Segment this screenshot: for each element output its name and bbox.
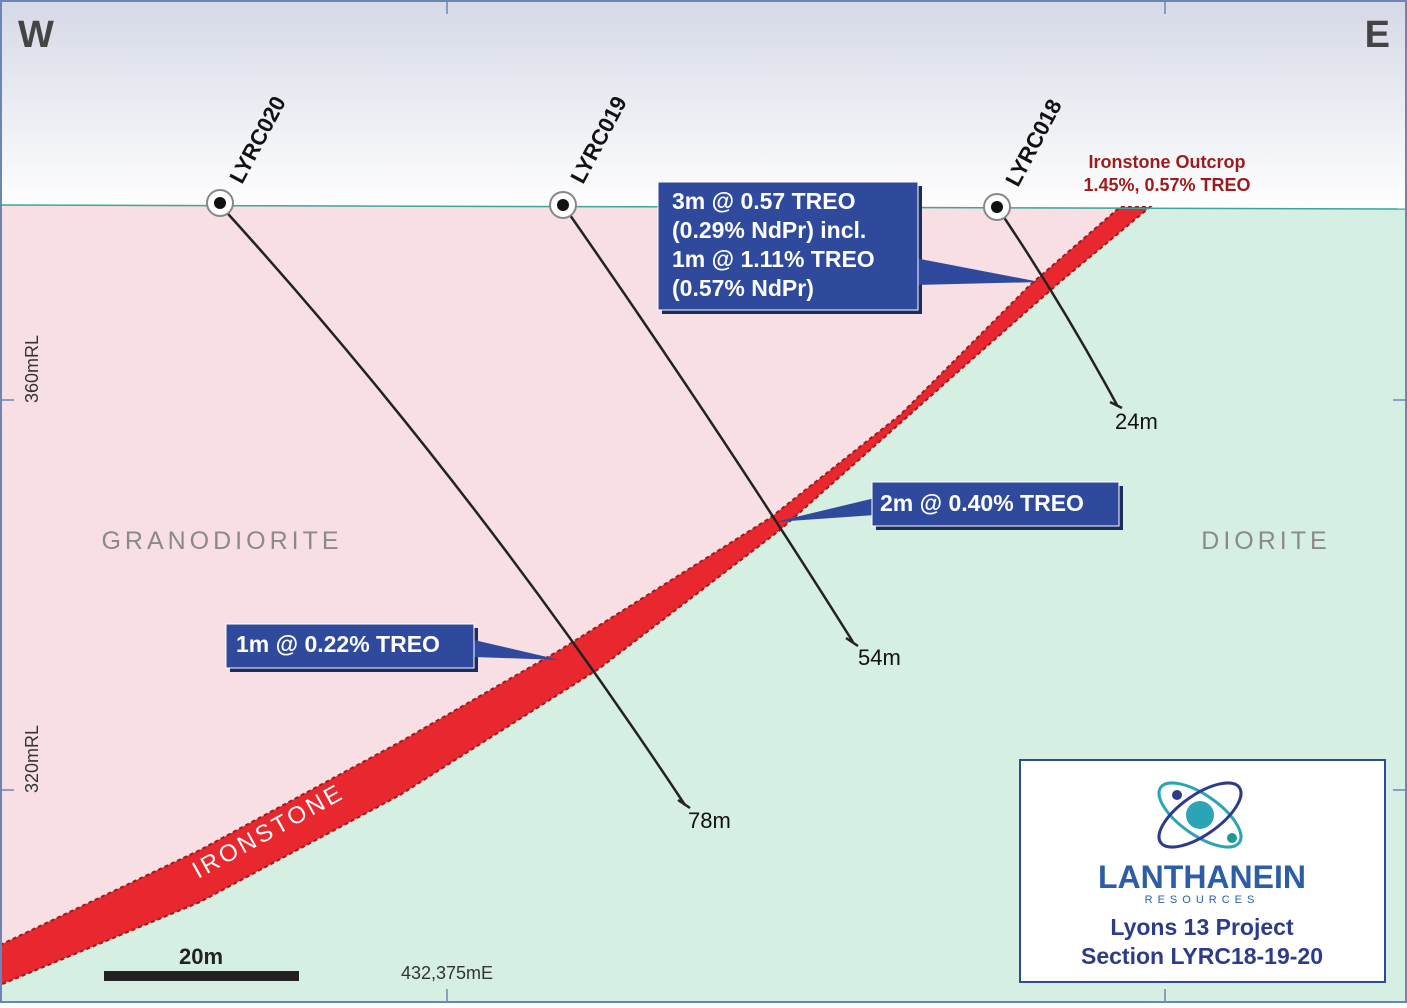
- scale-label: 20m: [179, 944, 223, 969]
- unit-label: GRANODIORITE: [101, 527, 342, 555]
- project-name: Lyons 13 Project: [1110, 914, 1294, 940]
- hole-depth: 24m: [1115, 409, 1158, 434]
- rl-label: 360mRL: [22, 335, 42, 403]
- hole-depth: 78m: [688, 808, 731, 833]
- rl-label: 320mRL: [22, 725, 42, 793]
- ironstone-band: [0, 206, 1153, 987]
- callout-text: (0.57% NdPr): [672, 275, 814, 301]
- sky: [0, 0, 1407, 210]
- logo-name: LANTHANEIN: [1098, 859, 1306, 895]
- intercept-callout: 1m @ 0.22% TREO: [225, 623, 560, 672]
- granodiorite-zone: [0, 205, 1120, 945]
- outcrop-title: Ironstone Outcrop: [1089, 152, 1246, 172]
- logo-box: LANTHANEIN RESOURCES Lyons 13 Project Se…: [1019, 759, 1386, 983]
- callout-text: 2m @ 0.40% TREO: [880, 490, 1084, 516]
- easting-label: 432,375mE: [401, 963, 493, 983]
- east-label: E: [1365, 14, 1390, 56]
- callout-text: (0.29% NdPr) incl.: [672, 217, 866, 243]
- intercept-callout: 3m @ 0.57 TREO (0.29% NdPr) incl. 1m @ 1…: [657, 181, 1040, 314]
- logo-sub: RESOURCES: [1145, 894, 1260, 906]
- callout-text: 3m @ 0.57 TREO: [672, 188, 856, 214]
- callout-text: 1m @ 0.22% TREO: [236, 631, 440, 657]
- collars: [206, 189, 1011, 221]
- section-name: Section LYRC18-19-20: [1081, 943, 1323, 969]
- outcrop-assay: 1.45%, 0.57% TREO: [1083, 175, 1250, 195]
- intercept-callout: 2m @ 0.40% TREO: [775, 481, 1123, 530]
- unit-label: DIORITE: [1201, 527, 1330, 555]
- west-label: W: [18, 14, 54, 56]
- callout-text: 1m @ 1.11% TREO: [672, 246, 875, 272]
- scale-bar: [104, 971, 299, 981]
- drill-traces: [219, 204, 1123, 810]
- hole-depth: 54m: [858, 645, 901, 670]
